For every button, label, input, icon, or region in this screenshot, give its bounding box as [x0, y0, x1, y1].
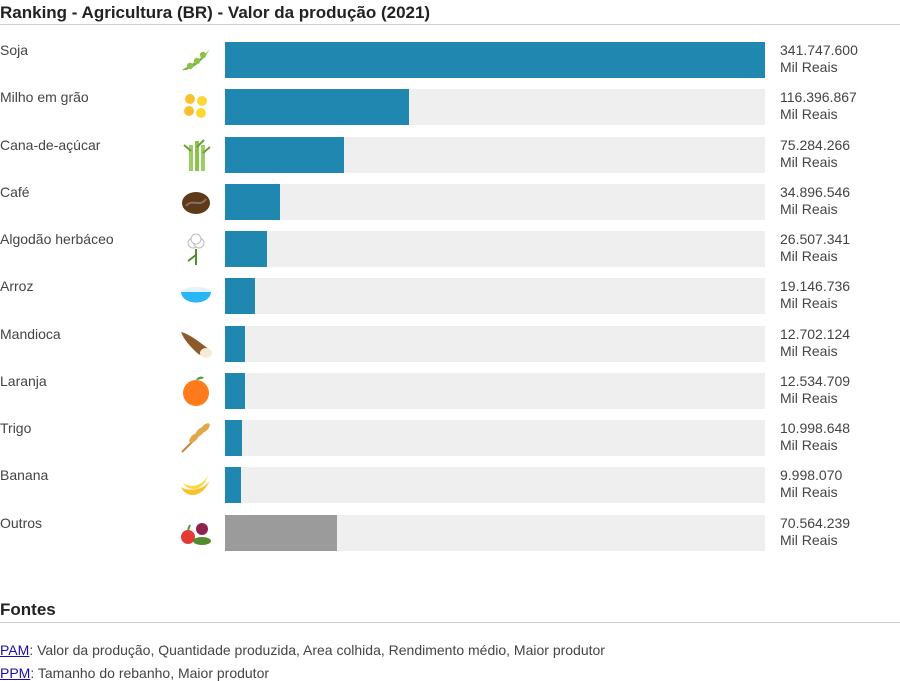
value-unit: Mil Reais — [780, 59, 838, 75]
category-label: Milho em grão — [0, 89, 89, 105]
value-number: 70.564.239 — [780, 515, 851, 531]
sources-divider — [0, 622, 900, 623]
bar-track — [225, 420, 765, 456]
value-unit: Mil Reais — [780, 295, 838, 311]
bar — [225, 515, 337, 551]
value-unit: Mil Reais — [780, 343, 838, 359]
bar — [225, 89, 409, 125]
sources-heading: Fontes — [0, 600, 56, 619]
bar-track — [225, 184, 765, 220]
bar-track — [225, 467, 765, 503]
value-label: 19.146.736 Mil Reais — [780, 278, 850, 312]
chart-row: Arroz 19.146.736 Mil Reais — [0, 278, 900, 318]
value-label: 12.702.124 Mil Reais — [780, 326, 850, 360]
value-number: 26.507.341 — [780, 231, 851, 247]
ppm-description: : Tamanho do rebanho, Maior produtor — [30, 665, 270, 681]
cassava-icon — [178, 326, 214, 362]
value-unit: Mil Reais — [780, 390, 838, 406]
value-unit: Mil Reais — [780, 532, 838, 548]
value-unit: Mil Reais — [780, 106, 838, 122]
bar — [225, 326, 246, 362]
bar — [225, 467, 241, 503]
bar — [225, 373, 245, 409]
title-divider — [0, 24, 900, 25]
wheat-icon — [178, 420, 214, 456]
value-label: 34.896.546 Mil Reais — [780, 184, 850, 218]
value-number: 75.284.266 — [780, 137, 851, 153]
bar-track — [225, 326, 765, 362]
chart-row: Soja 341.747.600 Mil Reais — [0, 42, 900, 82]
value-label: 9.998.070 Mil Reais — [780, 467, 842, 501]
category-label: Arroz — [0, 278, 34, 294]
value-unit: Mil Reais — [780, 201, 838, 217]
chart-row: Algodão herbáceo 26.507.341 Mil Reais — [0, 231, 900, 271]
bar-track — [225, 42, 765, 78]
value-number: 116.396.867 — [780, 89, 857, 105]
chart-row: Milho em grão 116.396.867 Mil Reais — [0, 89, 900, 129]
chart-row: Café 34.896.546 Mil Reais — [0, 184, 900, 224]
value-number: 341.747.600 — [780, 42, 858, 58]
category-label: Outros — [0, 515, 43, 531]
coffee-bean-icon — [178, 184, 214, 220]
value-label: 70.564.239 Mil Reais — [780, 515, 850, 549]
value-label: 10.998.648 Mil Reais — [780, 420, 850, 454]
chart-row: Trigo 10.998.648 Mil Reais — [0, 420, 900, 460]
bar-track — [225, 231, 765, 267]
bar-track — [225, 515, 765, 551]
value-unit: Mil Reais — [780, 154, 838, 170]
category-label: Café — [0, 184, 30, 200]
value-number: 19.146.736 — [780, 278, 851, 294]
sugarcane-icon — [178, 137, 214, 173]
value-label: 12.534.709 Mil Reais — [780, 373, 850, 407]
source-line-ppm: PPM: Tamanho do rebanho, Maior produtor — [0, 665, 269, 681]
page-title: Ranking - Agricultura (BR) - Valor da pr… — [0, 3, 431, 22]
category-label: Mandioca — [0, 326, 61, 342]
soybean-icon — [178, 42, 214, 78]
pam-description: : Valor da produção, Quantidade produzid… — [29, 642, 605, 658]
bar — [225, 231, 267, 267]
chart-row: Laranja 12.534.709 Mil Reais — [0, 373, 900, 413]
bar — [225, 42, 765, 78]
value-number: 9.998.070 — [780, 467, 843, 483]
bar — [225, 184, 281, 220]
bar — [225, 137, 344, 173]
category-label: Banana — [0, 467, 49, 483]
orange-icon — [178, 373, 214, 409]
category-label: Soja — [0, 42, 29, 58]
category-label: Laranja — [0, 373, 47, 389]
category-label: Trigo — [0, 420, 32, 436]
category-label: Cana-de-açúcar — [0, 137, 101, 153]
chart-row: Mandioca 12.702.124 Mil Reais — [0, 326, 900, 366]
bar-track — [225, 373, 765, 409]
bar — [225, 420, 243, 456]
value-number: 10.998.648 — [780, 420, 851, 436]
value-label: 26.507.341 Mil Reais — [780, 231, 850, 265]
bar-track — [225, 278, 765, 314]
value-number: 12.702.124 — [780, 326, 851, 342]
value-unit: Mil Reais — [780, 248, 838, 264]
value-number: 12.534.709 — [780, 373, 851, 389]
banana-icon — [178, 467, 214, 503]
chart-row: Outros 70.564.239 Mil Reais — [0, 515, 900, 555]
pam-link[interactable]: PAM — [0, 642, 30, 658]
ppm-link[interactable]: PPM — [0, 665, 31, 681]
vegetables-icon — [178, 515, 214, 551]
chart-row: Cana-de-açúcar 75.284.266 Mil Reais — [0, 137, 900, 177]
category-label: Algodão herbáceo — [0, 231, 114, 247]
value-label: 75.284.266 Mil Reais — [780, 137, 850, 171]
cotton-icon — [178, 231, 214, 267]
value-label: 341.747.600 Mil Reais — [780, 42, 858, 76]
bar — [225, 278, 256, 314]
source-line-pam: PAM: Valor da produção, Quantidade produ… — [0, 642, 605, 658]
value-number: 34.896.546 — [780, 184, 851, 200]
value-label: 116.396.867 Mil Reais — [780, 89, 857, 123]
bar-track — [225, 89, 765, 125]
chart-row: Banana 9.998.070 Mil Reais — [0, 467, 900, 507]
value-unit: Mil Reais — [780, 484, 838, 500]
value-unit: Mil Reais — [780, 437, 838, 453]
bar-track — [225, 137, 765, 173]
corn-icon — [178, 89, 214, 125]
rice-bowl-icon — [178, 278, 214, 314]
